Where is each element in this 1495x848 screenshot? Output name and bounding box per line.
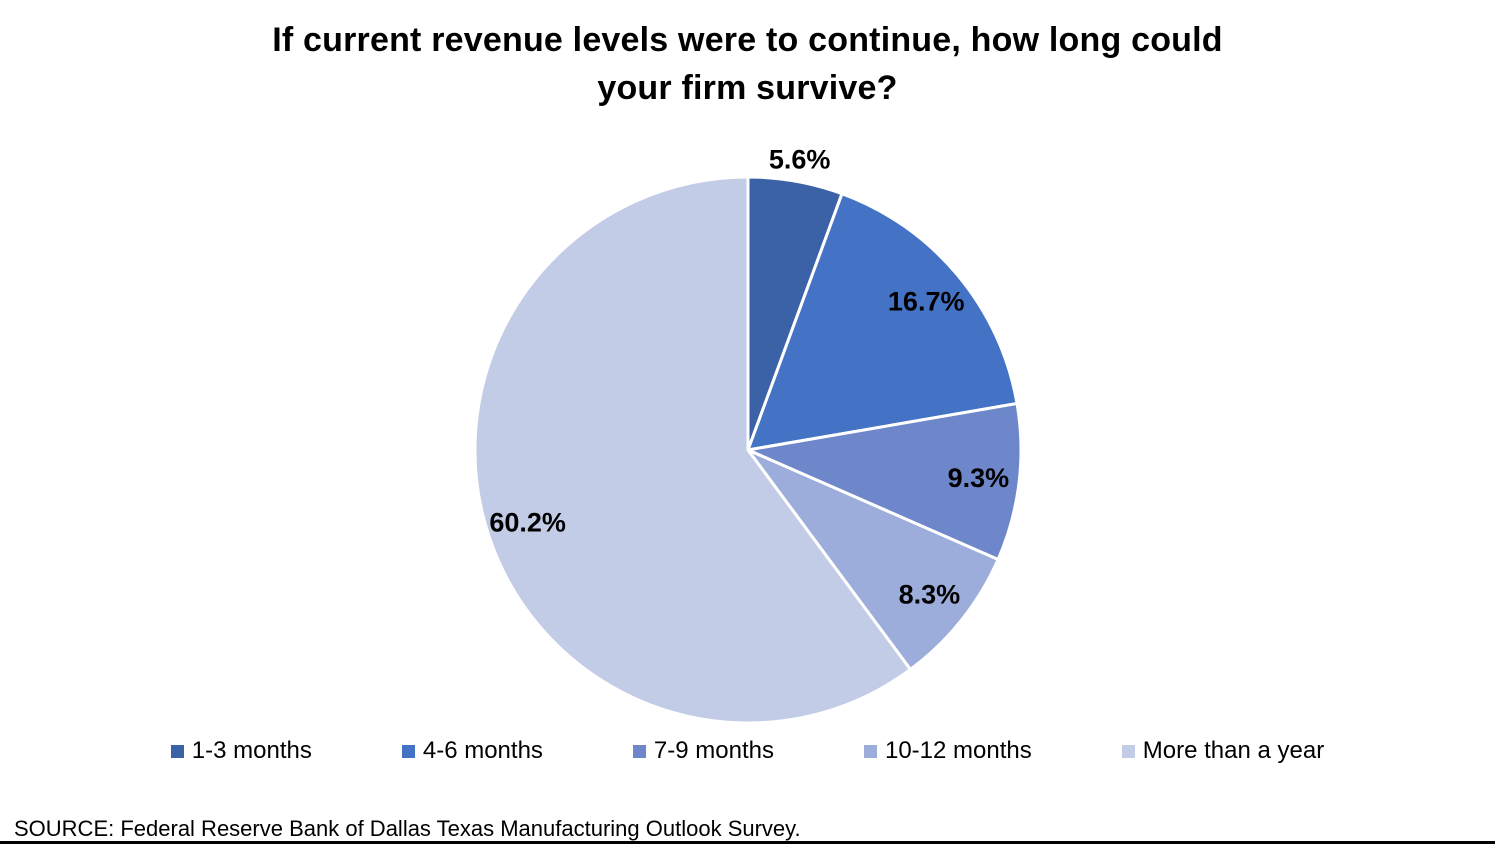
pie-chart: 5.6% 16.7% 9.3% 8.3% 60.2% (473, 145, 1023, 725)
slice-label-1-3-months: 5.6% (769, 145, 831, 175)
legend-item-more-than-a-year: More than a year (1121, 737, 1325, 765)
legend-swatch (632, 744, 646, 758)
legend-item-4-6-months: 4-6 months (401, 737, 543, 765)
bottom-rule (0, 841, 1495, 844)
legend-swatch (170, 744, 184, 758)
chart-title-line-1: If current revenue levels were to contin… (272, 21, 1223, 59)
legend-item-10-12-months: 10-12 months (863, 737, 1032, 765)
pie-slice-7-9-months (746, 402, 1023, 561)
legend-item-7-9-months: 7-9 months (632, 737, 774, 765)
chart-title-line-2: your firm survive? (597, 69, 898, 107)
pie-slice-4-6-months (746, 192, 1019, 452)
source-note: SOURCE: Federal Reserve Bank of Dallas T… (14, 816, 801, 841)
legend-label: 7-9 months (653, 737, 774, 764)
pie-slice-more-than-a-year (473, 175, 912, 725)
legend-swatch (1121, 744, 1135, 758)
chart-title: If current revenue levels were to contin… (0, 16, 1495, 112)
legend-swatch (863, 744, 877, 758)
legend-label: 1-3 months (191, 737, 312, 764)
slice-label-4-6-months: 16.7% (888, 286, 965, 316)
legend-label: 4-6 months (422, 737, 543, 764)
legend-label: More than a year (1142, 737, 1325, 764)
slice-label-7-9-months: 9.3% (948, 463, 1010, 493)
legend: 1-3 months 4-6 months 7-9 months 10-12 m… (0, 737, 1495, 765)
pie-slice-10-12-months (746, 448, 1000, 671)
legend-label: 10-12 months (884, 737, 1032, 764)
legend-swatch (401, 744, 415, 758)
slice-label-more-than-a-year: 60.2% (489, 508, 566, 538)
slice-label-10-12-months: 8.3% (899, 580, 961, 610)
legend-item-1-3-months: 1-3 months (170, 737, 312, 765)
